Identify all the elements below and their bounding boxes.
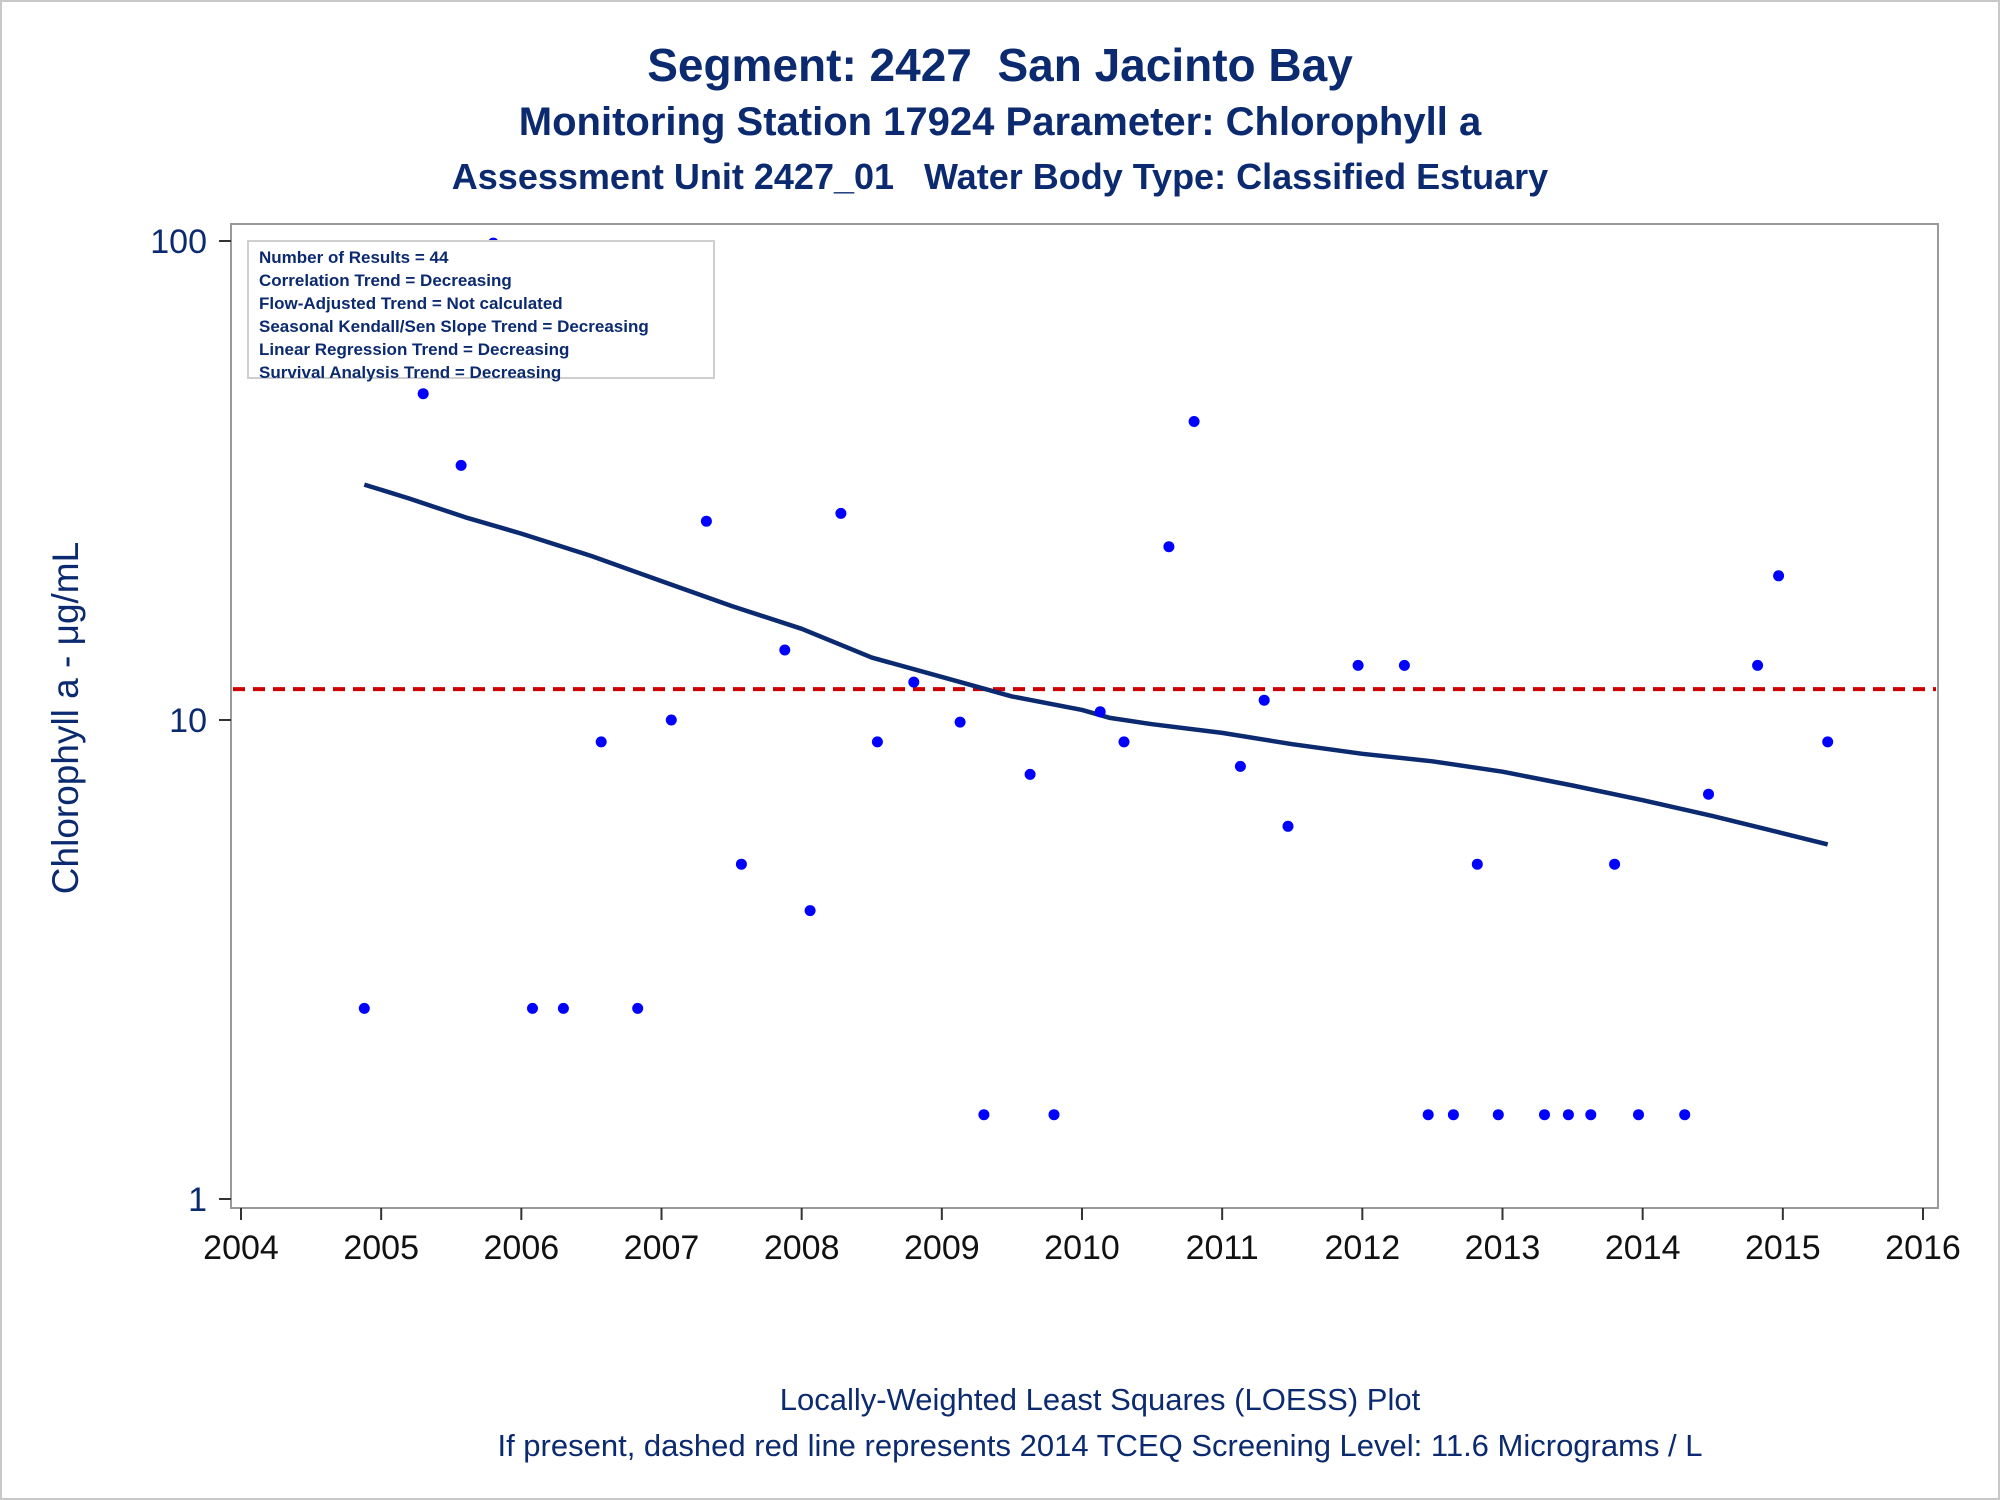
data-point — [1422, 1109, 1434, 1121]
data-point — [632, 1002, 644, 1014]
data-points — [358, 237, 1834, 1121]
x-tick-label: 2015 — [1745, 1229, 1821, 1267]
stat-survival-analysis-trend: Survival Analysis Trend = Decreasing — [259, 363, 562, 382]
x-tick-label: 2005 — [343, 1229, 419, 1267]
data-point — [700, 515, 712, 527]
data-point — [1633, 1109, 1644, 1121]
chart-title: Segment: 2427 San Jacinto Bay — [647, 39, 1353, 91]
x-tick-label: 2006 — [484, 1229, 560, 1267]
y-tick-label: 1 — [188, 1181, 207, 1219]
data-point — [1471, 858, 1483, 870]
trend-statistics-box: Number of Results = 44 Correlation Trend… — [247, 240, 715, 382]
x-tick-label: 2010 — [1044, 1229, 1120, 1267]
data-point — [908, 676, 920, 688]
data-point — [735, 858, 747, 870]
axes-layer: 2004 2005 2006 2007 2008 2009 2010 2011 2012 2013… — [150, 223, 1961, 1267]
data-point — [1352, 659, 1364, 671]
data-point — [417, 388, 429, 400]
stat-number-of-results: Number of Results = 44 — [259, 248, 449, 267]
chart-subtitle: Monitoring Station 17924 Parameter: Chlo… — [518, 100, 1482, 144]
plot-type-note: Locally-Weighted Least Squares (LOESS) P… — [779, 1382, 1421, 1417]
x-tick-label: 2013 — [1465, 1229, 1541, 1267]
data-point — [1282, 820, 1294, 832]
screening-level-note: If present, dashed red line represents 2… — [497, 1428, 1703, 1463]
stat-correlation-trend: Correlation Trend = Decreasing — [259, 271, 512, 290]
data-point — [1773, 570, 1785, 582]
data-point — [871, 736, 883, 748]
plot-frame — [230, 223, 1939, 1209]
x-tick-label: 2009 — [904, 1229, 980, 1267]
data-point — [1163, 541, 1175, 553]
data-point — [779, 644, 791, 656]
data-point — [1585, 1109, 1597, 1121]
data-point — [1447, 1109, 1459, 1121]
stat-flow-adjusted-trend: Flow-Adjusted Trend = Not calculated — [259, 294, 563, 313]
x-tick-label: 2012 — [1325, 1229, 1401, 1267]
x-tick-label: 2014 — [1605, 1229, 1681, 1267]
data-point — [1703, 788, 1714, 800]
data-point — [1234, 760, 1246, 772]
y-tick-label: 10 — [169, 702, 207, 740]
x-tick-label: 2004 — [203, 1229, 279, 1267]
x-tick-label: 2011 — [1186, 1229, 1259, 1267]
data-point — [1492, 1109, 1504, 1121]
loess-curve — [363, 482, 1829, 847]
stat-linear-regression-trend: Linear Regression Trend = Decreasing — [259, 340, 570, 359]
data-point — [1094, 706, 1106, 718]
data-point — [1188, 416, 1200, 427]
x-tick-label: 2016 — [1885, 1229, 1961, 1267]
data-point — [358, 1002, 370, 1014]
x-tick-label: 2007 — [624, 1229, 700, 1267]
stat-seasonal-kendall-trend: Seasonal Kendall/Sen Slope Trend = Decre… — [259, 317, 649, 336]
x-tick-label: 2008 — [764, 1229, 840, 1267]
y-tick-label: 100 — [150, 223, 207, 261]
data-point — [595, 736, 607, 748]
data-point — [1398, 659, 1410, 671]
data-point — [557, 1002, 569, 1014]
data-point — [978, 1109, 990, 1121]
data-point — [1562, 1109, 1574, 1121]
data-point — [1539, 1109, 1550, 1121]
data-point — [527, 1002, 538, 1014]
data-point — [1258, 694, 1270, 706]
data-point — [1822, 736, 1834, 748]
data-point — [1609, 858, 1621, 870]
data-point — [1752, 659, 1764, 671]
y-axis-label: Chlorophyll a - μg/mL — [45, 542, 86, 894]
data-point — [455, 459, 467, 471]
data-point — [665, 714, 677, 726]
data-point — [1118, 736, 1130, 748]
chart-subtitle-secondary: Assessment Unit 2427_01 Water Body Type:… — [451, 156, 1549, 197]
data-point — [1679, 1109, 1691, 1121]
data-point — [1048, 1109, 1060, 1121]
data-point — [1024, 768, 1036, 780]
data-point — [835, 507, 847, 519]
data-point — [954, 716, 966, 728]
data-point — [804, 905, 816, 917]
